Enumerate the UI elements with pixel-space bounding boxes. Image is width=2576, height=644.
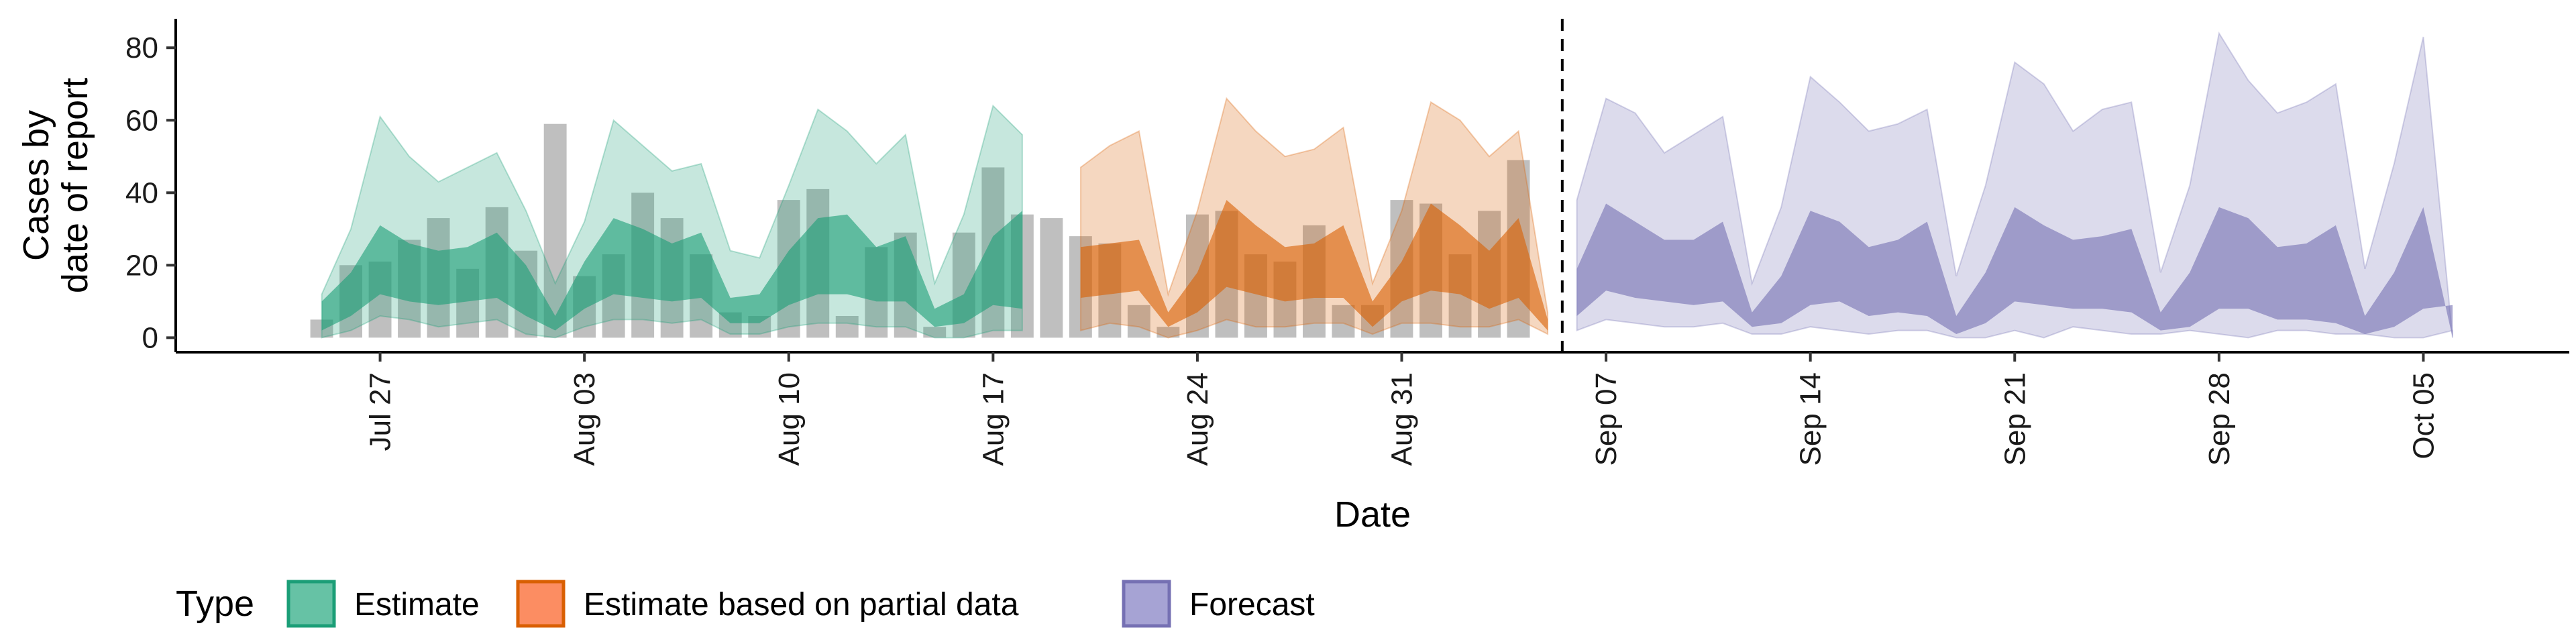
x-tick-label: Aug 03 <box>568 372 601 466</box>
x-tick-label: Aug 17 <box>977 372 1010 466</box>
x-tick-label: Jul 27 <box>364 372 397 451</box>
case-bar <box>1040 218 1063 338</box>
ribbons-layer <box>321 31 2453 339</box>
y-axis-title-line-1: Cases by <box>16 110 56 261</box>
case-bar <box>1157 327 1180 338</box>
y-tick-label: 40 <box>125 176 158 209</box>
case-bar <box>835 316 859 338</box>
legend-label-estimate: Estimate <box>354 587 480 623</box>
case-bar <box>1127 305 1150 338</box>
x-tick-label: Sep 28 <box>2203 372 2236 466</box>
x-tick-label: Oct 05 <box>2407 372 2440 460</box>
x-tick-label: Sep 21 <box>1998 372 2031 466</box>
legend-label-forecast: Forecast <box>1189 587 1315 623</box>
y-tick-label: 20 <box>125 249 158 282</box>
y-axis: 0 20 40 60 80 <box>125 32 176 354</box>
forecast-inner-band <box>1576 203 2453 338</box>
x-tick-label: Aug 31 <box>1386 372 1419 466</box>
estimate-inner-band <box>321 211 1022 331</box>
legend-key-estimate <box>286 580 336 628</box>
y-tick-label: 0 <box>142 321 158 354</box>
y-tick-label: 80 <box>125 32 158 64</box>
x-tick-label: Aug 10 <box>773 372 806 466</box>
x-axis: Jul 27 Aug 03 Aug 10 Aug 17 Aug 24 Aug 31 Sep … <box>364 352 2440 466</box>
estimate-based-on-partial-data-inner-band <box>1080 200 1548 331</box>
case-bar <box>1332 305 1355 338</box>
legend-title: Type <box>176 584 254 624</box>
legend-key-estimate-based-on-partial-data <box>516 580 566 628</box>
legend: Type Estimate Estimate based on partial d… <box>176 580 1315 628</box>
x-tick-label: Aug 24 <box>1181 372 1214 466</box>
y-tick-label: 60 <box>125 104 158 137</box>
legend-key-forecast <box>1122 580 1171 628</box>
y-axis-title-line-2: date of report <box>55 78 95 293</box>
x-axis-title: Date <box>1334 494 1411 535</box>
legend-label-estimate-based-on-partial-data: Estimate based on partial data <box>584 587 1019 623</box>
x-tick-label: Sep 07 <box>1590 372 1623 466</box>
case-bar <box>923 327 947 338</box>
x-tick-label: Sep 14 <box>1794 372 1827 466</box>
